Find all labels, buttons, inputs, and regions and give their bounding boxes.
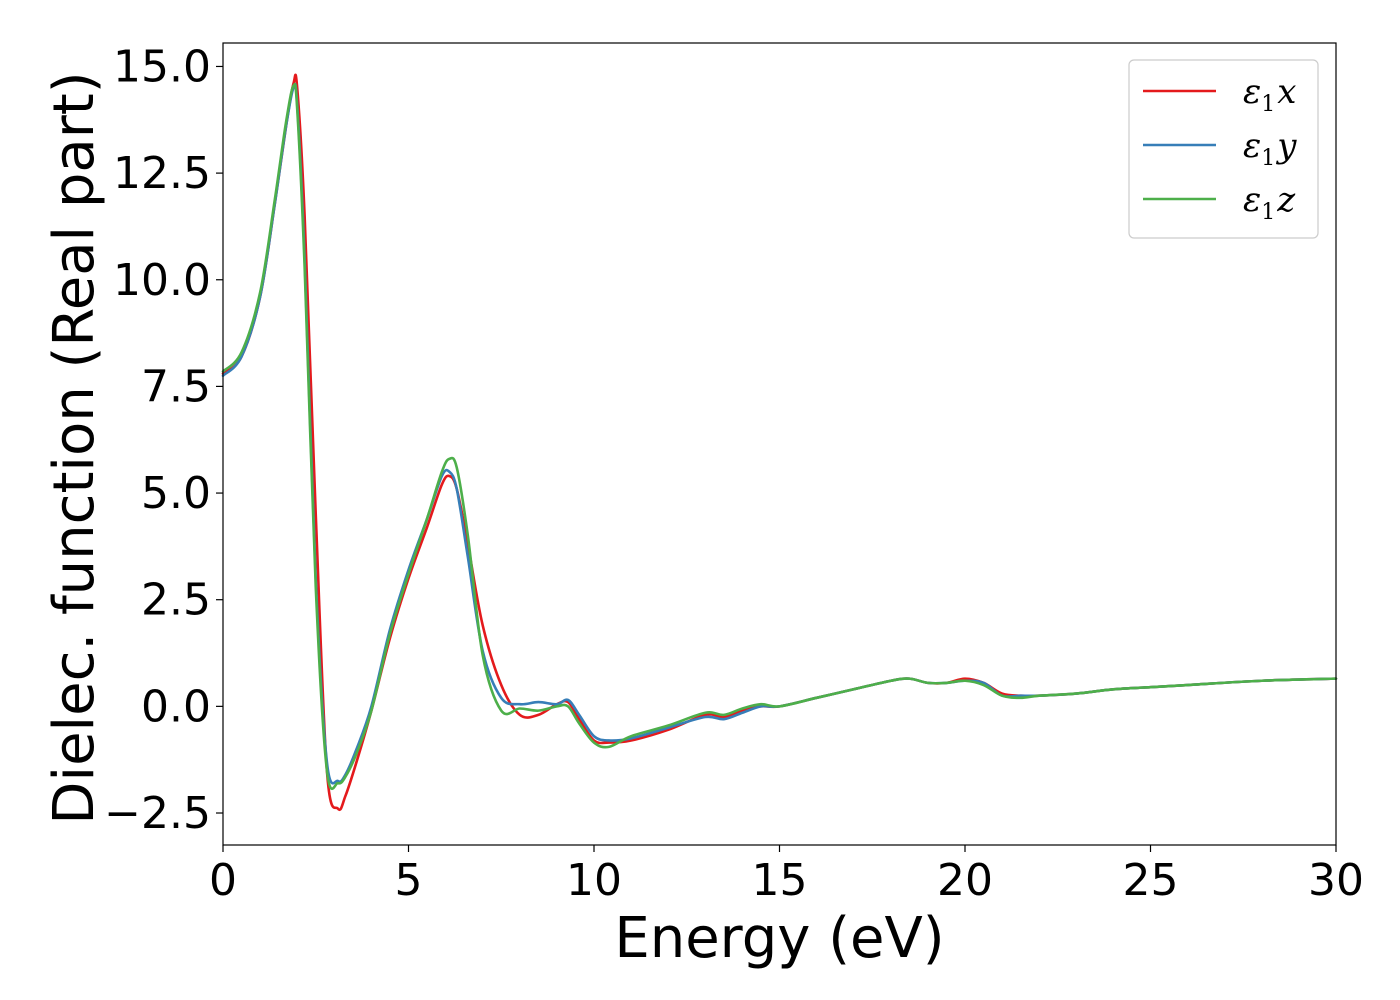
legend-box <box>1128 59 1319 239</box>
legend-label-z: ε1z <box>1243 180 1296 225</box>
y-tick-label: −2.5 <box>104 788 211 839</box>
legend-label-y: ε1y <box>1243 126 1297 171</box>
legend-symbol: ε <box>1243 72 1261 112</box>
y-tick-label: 15.0 <box>113 41 211 92</box>
y-tick-label: 0.0 <box>141 681 211 732</box>
legend-variable: x <box>1277 72 1296 112</box>
x-tick-label: 5 <box>395 855 423 906</box>
y-tick-label: 12.5 <box>113 148 211 199</box>
x-tick-label: 30 <box>1308 855 1364 906</box>
x-tick-label: 0 <box>209 855 237 906</box>
y-tick-label: 5.0 <box>141 468 211 519</box>
legend-symbol: ε <box>1243 126 1261 166</box>
x-tick-label: 20 <box>937 855 993 906</box>
y-axis-label: Dielec. function (Real part) <box>42 71 107 824</box>
series-layer <box>221 73 1338 812</box>
legend-symbol: ε <box>1243 180 1261 220</box>
legend-subscript: 1 <box>1261 200 1275 225</box>
ticks-layer: 0 5 10 15 20 25 30 −2.5 0.0 2.5 5.0 7.5 10.0 12.5 15.0 <box>104 41 1364 906</box>
x-axis-label: Energy (eV) <box>614 906 944 971</box>
legend-variable: y <box>1275 126 1297 166</box>
x-tick-label: 15 <box>752 855 808 906</box>
x-tick-label: 25 <box>1123 855 1179 906</box>
legend-variable: z <box>1276 180 1296 220</box>
legend-label-x: ε1x <box>1243 72 1296 117</box>
y-tick-label: 7.5 <box>141 361 211 412</box>
y-tick-label: 2.5 <box>141 575 211 626</box>
x-tick-label: 10 <box>566 855 622 906</box>
y-tick-label: 10.0 <box>113 255 211 306</box>
legend-subscript: 1 <box>1261 146 1275 171</box>
legend-subscript: 1 <box>1261 92 1275 117</box>
series-line-z <box>221 82 1338 790</box>
